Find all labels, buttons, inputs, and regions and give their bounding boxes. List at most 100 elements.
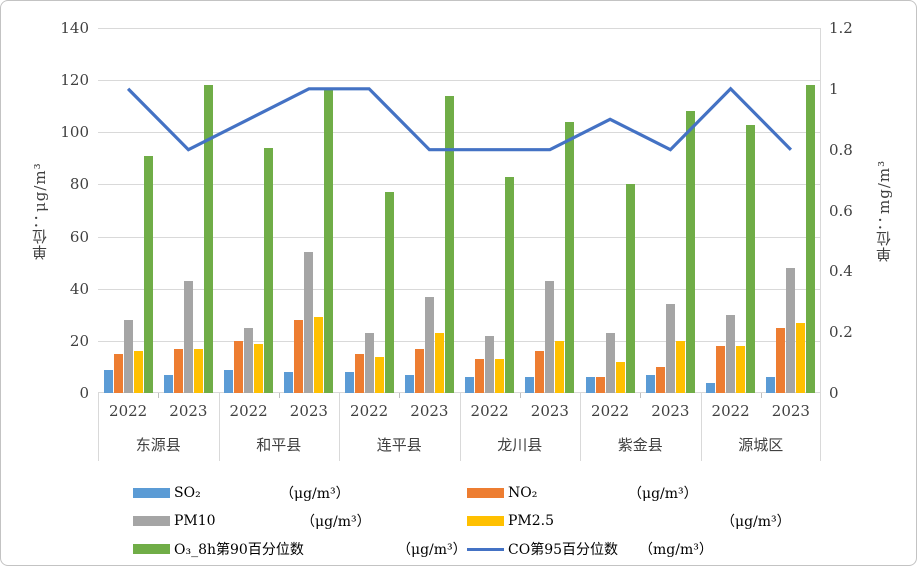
- year-label: 2023: [771, 402, 810, 420]
- y-tick-label-right: 0.4: [829, 262, 853, 281]
- bar-o3: [264, 147, 274, 393]
- bar-no2: [173, 348, 183, 393]
- bar-o3: [806, 85, 816, 393]
- legend-label-pm10: PM10: [174, 513, 216, 529]
- bar-no2: [776, 327, 786, 393]
- y-tick-label-left: 60: [69, 227, 89, 246]
- year-label: 2022: [229, 402, 268, 420]
- bar-pm10: [726, 314, 736, 393]
- plot-right-border: [820, 28, 821, 394]
- gridline: [98, 28, 821, 29]
- year-boundary-tick: [158, 393, 159, 398]
- legend-swatch-pm10: [133, 516, 170, 526]
- region-label: 紫金县: [617, 435, 663, 454]
- bar-so2: [525, 377, 535, 393]
- bar-pm10: [605, 333, 615, 393]
- bar-so2: [404, 374, 414, 393]
- year-label: 2023: [530, 402, 569, 420]
- bar-no2: [234, 340, 244, 393]
- legend-swatch-o3: [133, 544, 170, 554]
- bar-so2: [645, 374, 655, 393]
- gridline: [98, 237, 821, 238]
- legend-label-co: CO第95百分位数: [508, 542, 619, 558]
- bar-pm25: [675, 340, 685, 393]
- year-boundary-tick: [520, 393, 521, 398]
- year-label: 2022: [711, 402, 750, 420]
- year-label: 2022: [470, 402, 509, 420]
- region-separator: [580, 393, 581, 461]
- gridline: [98, 289, 821, 290]
- legend-label-so2: SO₂: [174, 485, 201, 501]
- bar-pm10: [786, 267, 796, 393]
- legend-unit-no2: （μg/m³）: [628, 486, 698, 502]
- bar-so2: [465, 377, 475, 393]
- legend-unit-o3: （μg/m³）: [397, 542, 467, 558]
- y-tick-label-right: 1: [829, 79, 839, 98]
- x-axis: 2022 2023 2022 2023 2022 2023 2022 2023 2022 2023…: [98, 393, 821, 463]
- bar-slot: [640, 28, 700, 393]
- legend-unit-pm10: （μg/m³）: [301, 514, 371, 530]
- bar-no2: [716, 346, 726, 393]
- y-tick-label-left: 0: [79, 384, 89, 402]
- bar-pm10: [123, 320, 133, 393]
- legend-item-co: CO第95百分位数 （mg/m³）: [467, 535, 803, 563]
- bar-pm10: [424, 296, 434, 393]
- bar-pm25: [434, 333, 444, 393]
- bar-so2: [103, 369, 113, 393]
- bar-o3: [444, 95, 454, 393]
- legend-label-o3: O₃_8h第90百分位数: [174, 542, 304, 558]
- region-separator: [701, 393, 702, 461]
- gridline: [98, 392, 821, 393]
- bar-no2: [113, 353, 123, 393]
- bar-no2: [414, 348, 424, 393]
- gridline: [98, 132, 821, 133]
- bar-pm10: [364, 333, 374, 393]
- bar-slot: [158, 28, 218, 393]
- bar-no2: [354, 353, 364, 393]
- year-label: 2023: [289, 402, 328, 420]
- year-label: 2022: [350, 402, 389, 420]
- plot-area: [98, 28, 821, 394]
- bar-slot: [580, 28, 640, 393]
- legend-swatch-so2: [133, 488, 170, 498]
- legend-label-pm25: PM2.5: [508, 513, 555, 529]
- bar-so2: [706, 382, 716, 393]
- bar-o3: [565, 121, 575, 393]
- bar-pm10: [485, 335, 495, 393]
- region-label: 和平县: [256, 435, 302, 454]
- bar-pm10: [545, 280, 555, 393]
- bar-so2: [766, 377, 776, 393]
- bar-o3: [685, 111, 695, 393]
- year-boundary-tick: [761, 393, 762, 398]
- bar-so2: [163, 374, 173, 393]
- legend-swatch-co: [467, 547, 504, 551]
- region-separator: [219, 393, 220, 461]
- bar-pm25: [133, 351, 143, 393]
- bar-no2: [595, 377, 605, 393]
- gridline: [98, 184, 821, 185]
- legend: SO₂ （μg/m³） NO₂ （μg/m³） PM10 （μg/m³） PM2.5 （μg/…: [133, 479, 803, 563]
- bar-pm25: [796, 322, 806, 393]
- bar-so2: [224, 369, 234, 393]
- y-tick-label-right: 0.8: [829, 140, 853, 159]
- bar-pm10: [665, 304, 675, 393]
- bar-pm25: [615, 361, 625, 393]
- bar-pm25: [555, 340, 565, 393]
- x-axis-years-row: 2022 2023 2022 2023 2022 2023 2022 2023 2022 2023…: [98, 393, 821, 429]
- bar-slot: [520, 28, 580, 393]
- bar-so2: [585, 377, 595, 393]
- y-tick-label-left: 40: [69, 279, 89, 298]
- y-tick-label-left: 80: [69, 175, 89, 194]
- y-tick-label-left: 140: [60, 19, 89, 37]
- y-axis-left-title: 单位：μg/m³: [31, 162, 49, 260]
- year-label: 2022: [109, 402, 148, 420]
- bar-slot: [98, 28, 158, 393]
- y-axis-right-title: 单位：mg/m³: [875, 159, 893, 263]
- bar-so2: [284, 372, 294, 393]
- bar-slot: [399, 28, 459, 393]
- legend-unit-co: （mg/m³）: [639, 542, 713, 558]
- legend-unit-so2: （μg/m³）: [280, 486, 350, 502]
- bar-slot: [701, 28, 761, 393]
- bar-o3: [505, 176, 515, 393]
